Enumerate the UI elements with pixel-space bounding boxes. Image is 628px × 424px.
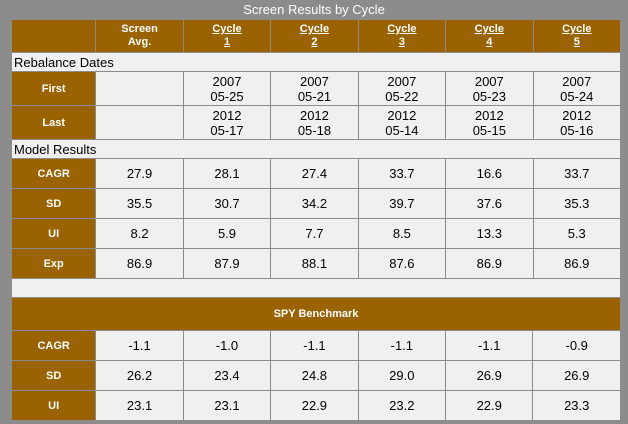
ui-cycle-3: 8.5	[358, 219, 446, 248]
first-cycle-2: 2007 05-21	[271, 72, 358, 105]
screen-avg-line1: Screen	[121, 23, 158, 35]
bench-cagr-cycle-4: -1.1	[446, 331, 533, 360]
row-label-cagr: CAGR	[12, 159, 96, 188]
last-cycle-4: 2012 05-15	[446, 106, 533, 139]
bench-ui-cycle-1: 23.1	[183, 391, 271, 420]
first-cycle-1: 2007 05-25	[183, 72, 271, 105]
sd-cycle-2: 34.2	[271, 189, 358, 218]
table-row: SD 35.5 30.7 34.2 39.7 37.6 35.3	[12, 189, 620, 218]
ui-cycle-1: 5.9	[183, 219, 271, 248]
bench-ui-cycle-4: 22.9	[446, 391, 533, 420]
sd-cycle-1: 30.7	[183, 189, 271, 218]
bench-ui-cycle-3: 23.2	[358, 391, 446, 420]
cycle-4-header[interactable]: Cycle 4	[446, 20, 533, 52]
bench-sd-cycle-4: 26.9	[446, 361, 533, 390]
cycle-1-link[interactable]: Cycle 1	[212, 23, 242, 48]
ui-cycle-4: 13.3	[446, 219, 533, 248]
cycle-2-link[interactable]: Cycle 2	[299, 23, 330, 48]
cycle-1-header[interactable]: Cycle 1	[183, 20, 271, 52]
bench-cagr-cycle-2: -1.1	[271, 331, 358, 360]
bench-sd-cycle-2: 24.8	[271, 361, 358, 390]
table-row: Exp 86.9 87.9 88.1 87.6 86.9 86.9	[12, 249, 620, 278]
table-row: UI 23.1 23.1 22.9 23.2 22.9 23.3	[12, 391, 620, 420]
cagr-cycle-3: 33.7	[358, 159, 446, 188]
screen-avg-header: Screen Avg.	[96, 20, 183, 52]
cycle-2-header[interactable]: Cycle 2	[271, 20, 358, 52]
sd-cycle-5: 35.3	[533, 189, 620, 218]
row-label-ui: UI	[12, 219, 96, 248]
table-title: Screen Results by Cycle	[243, 2, 385, 17]
last-cycle-1: 2012 05-17	[183, 106, 271, 139]
last-cycle-5: 2012 05-16	[533, 106, 620, 139]
exp-cycle-5: 86.9	[533, 249, 620, 278]
bench-cagr-cycle-5: -0.9	[533, 331, 620, 360]
sd-avg: 35.5	[96, 189, 183, 218]
header-row: Screen Avg. Cycle 1 Cycle 2 Cycle 3 Cycle 4 …	[12, 20, 620, 52]
first-cycle-4: 2007 05-23	[446, 72, 533, 105]
table-row: Last 2012 05-17 2012 05-18 2012 05-14 2012 0…	[12, 106, 620, 139]
bench-cagr-cycle-3: -1.1	[358, 331, 446, 360]
bench-sd-cycle-3: 29.0	[358, 361, 446, 390]
cycle-4-link[interactable]: Cycle 4	[474, 23, 504, 48]
benchmark-table: SPY Benchmark CAGR -1.1 -1.0 -1.1 -1.1 -…	[11, 297, 621, 421]
cycle-3-header[interactable]: Cycle 3	[358, 20, 446, 52]
sd-cycle-4: 37.6	[446, 189, 533, 218]
bench-row-label-sd: SD	[12, 361, 96, 390]
bench-sd-avg: 26.2	[96, 361, 183, 390]
cagr-cycle-5: 33.7	[533, 159, 620, 188]
table-row: First 2007 05-25 2007 05-21 2007 05-22 2007…	[12, 72, 620, 105]
cagr-cycle-1: 28.1	[183, 159, 271, 188]
cagr-cycle-4: 16.6	[446, 159, 533, 188]
bench-ui-avg: 23.1	[96, 391, 183, 420]
row-label-first: First	[12, 72, 96, 105]
screen-avg-line2: Avg.	[127, 36, 152, 48]
model-section-label: Model Results	[12, 140, 620, 158]
benchmark-header: SPY Benchmark	[12, 298, 620, 330]
cycle-5-link[interactable]: Cycle 5	[562, 23, 592, 48]
bench-row-label-cagr: CAGR	[12, 331, 96, 360]
cycle-5-header[interactable]: Cycle 5	[533, 20, 620, 52]
table-row: CAGR -1.1 -1.0 -1.1 -1.1 -1.1 -0.9	[12, 331, 620, 360]
bench-ui-cycle-2: 22.9	[271, 391, 358, 420]
corner-cell	[12, 20, 96, 52]
first-cycle-5: 2007 05-24	[533, 72, 620, 105]
ui-cycle-2: 7.7	[271, 219, 358, 248]
exp-avg: 86.9	[96, 249, 183, 278]
cagr-cycle-2: 27.4	[271, 159, 358, 188]
exp-cycle-2: 88.1	[271, 249, 358, 278]
table-row: UI 8.2 5.9 7.7 8.5 13.3 5.3	[12, 219, 620, 248]
table-row: SD 26.2 23.4 24.8 29.0 26.9 26.9	[12, 361, 620, 390]
exp-cycle-3: 87.6	[358, 249, 446, 278]
bench-sd-cycle-5: 26.9	[533, 361, 620, 390]
row-label-last: Last	[12, 106, 96, 139]
last-cycle-2: 2012 05-18	[271, 106, 358, 139]
ui-cycle-5: 5.3	[533, 219, 620, 248]
spacer-row	[12, 279, 620, 297]
results-table: Screen Avg. Cycle 1 Cycle 2 Cycle 3 Cycle 4 …	[11, 19, 621, 298]
bench-cagr-cycle-1: -1.0	[183, 331, 271, 360]
bench-row-label-ui: UI	[12, 391, 96, 420]
last-avg	[96, 106, 183, 139]
sd-cycle-3: 39.7	[358, 189, 446, 218]
exp-cycle-4: 86.9	[446, 249, 533, 278]
rebalance-section-label: Rebalance Dates	[12, 53, 620, 71]
first-avg	[96, 72, 183, 105]
row-label-sd: SD	[12, 189, 96, 218]
bench-cagr-avg: -1.1	[96, 331, 183, 360]
cagr-avg: 27.9	[96, 159, 183, 188]
row-label-exp: Exp	[12, 249, 96, 278]
exp-cycle-1: 87.9	[183, 249, 271, 278]
bench-ui-cycle-5: 23.3	[533, 391, 620, 420]
first-cycle-3: 2007 05-22	[358, 72, 446, 105]
table-row: CAGR 27.9 28.1 27.4 33.7 16.6 33.7	[12, 159, 620, 188]
ui-avg: 8.2	[96, 219, 183, 248]
cycle-3-link[interactable]: Cycle 3	[387, 23, 417, 48]
last-cycle-3: 2012 05-14	[358, 106, 446, 139]
bench-sd-cycle-1: 23.4	[183, 361, 271, 390]
